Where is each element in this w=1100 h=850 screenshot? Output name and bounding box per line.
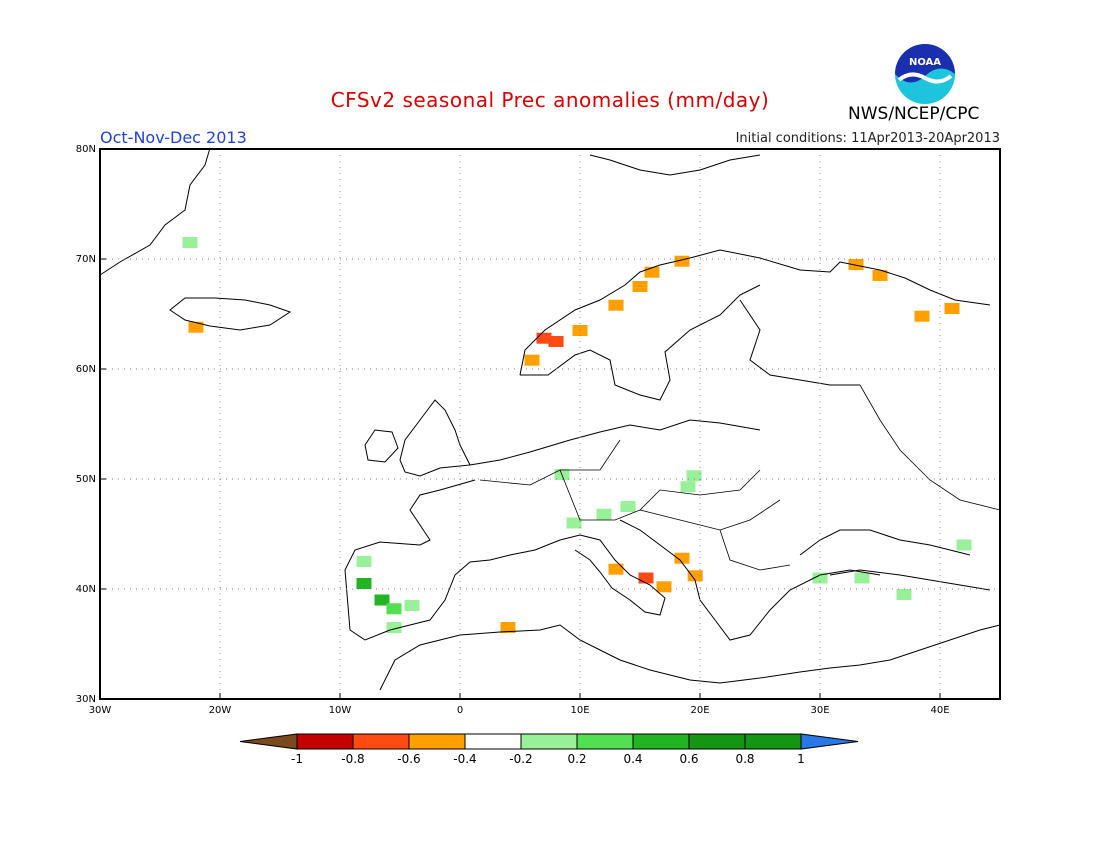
anomaly-cell [674, 255, 690, 267]
iceland-coast [169, 297, 292, 331]
lon-label: 0 [456, 705, 464, 716]
colorbar-label: 0.2 [567, 752, 587, 766]
colorbar [239, 733, 859, 750]
anomaly-cell [404, 600, 420, 611]
anomaly-cell [500, 622, 516, 633]
anomaly-cell [572, 325, 588, 336]
anomaly-cell [687, 570, 703, 582]
anomaly-cell [872, 270, 888, 281]
anomaly-cell [680, 481, 696, 493]
logo-text: NOAA [909, 57, 941, 68]
anomaly-cell [374, 594, 390, 606]
anomaly-cell [914, 310, 930, 322]
anomaly-cell [386, 603, 402, 615]
turkey-coast [829, 569, 991, 591]
anomaly-cell [896, 589, 912, 600]
anomaly-cell [686, 470, 702, 482]
season-label: Oct-Nov-Dec 2013 [100, 128, 247, 147]
balkans-coast [619, 519, 881, 641]
finland-coast [739, 299, 860, 386]
lat-label: 80N [75, 144, 96, 155]
ireland-coast [364, 429, 399, 463]
anomaly-cell [674, 552, 690, 564]
uk-coast [399, 399, 471, 477]
colorbar-right-arrow [800, 733, 859, 750]
anomaly-cell [632, 281, 648, 292]
colorbar-segment [632, 733, 690, 750]
colorbar-segment [576, 733, 634, 750]
colorbar-label: -0.4 [453, 752, 477, 766]
svalbard-coast [589, 154, 761, 176]
axis-ticks [99, 148, 941, 700]
anomaly-cell [356, 556, 372, 567]
lon-label: 10W [328, 705, 352, 716]
colorbar-segment [296, 733, 354, 750]
anomaly-cell [608, 563, 624, 575]
anomaly-cell [620, 501, 636, 512]
lat-label: 70N [75, 254, 96, 265]
italy-coast [559, 534, 666, 616]
lon-label: 30W [88, 705, 112, 716]
anomaly-cell [956, 539, 972, 551]
anomaly-cell [182, 237, 198, 248]
chart-title: CFSv2 seasonal Prec anomalies (mm/day) [330, 88, 770, 112]
lon-label: 20W [208, 705, 232, 716]
anomaly-cell [188, 321, 204, 333]
lat-lon-grid [100, 149, 1000, 699]
colorbar-segment [352, 733, 410, 750]
anomaly-cell [548, 336, 564, 347]
initial-conditions-label: Initial conditions: 11Apr2013-20Apr2013 [735, 131, 1000, 146]
anomaly-cell [944, 303, 960, 314]
colorbar-label: -0.6 [397, 752, 421, 766]
map-frame [99, 148, 1001, 700]
black-sea-coast [799, 529, 971, 556]
coastlines [99, 147, 1001, 691]
agency-label: NWS/NCEP/CPC [848, 104, 980, 124]
anomaly-cell [608, 299, 624, 311]
colorbar-segment [688, 733, 746, 750]
lon-label: 30E [810, 705, 830, 716]
colorbar-segment [744, 733, 802, 750]
anomaly-cell [356, 578, 372, 589]
borders [479, 384, 1001, 571]
anomaly-cell [848, 259, 864, 270]
colorbar-segment [520, 733, 578, 750]
colorbar-segment [464, 733, 522, 750]
anomaly-cell [638, 572, 654, 584]
lat-label: 30N [75, 694, 96, 705]
colorbar-label: 0.4 [623, 752, 643, 766]
north-africa-coast [379, 624, 1001, 691]
greenland-coast [99, 147, 211, 276]
colorbar-label: -0.2 [509, 752, 533, 766]
scandinavia-south [520, 284, 761, 401]
colorbar-label: 0.8 [735, 752, 755, 766]
anomaly-cell [854, 572, 870, 584]
noaa-logo: NOAA [895, 44, 955, 104]
colorbar-left-arrow [239, 733, 298, 750]
anomaly-cell [524, 354, 540, 366]
anomaly-cell [566, 517, 582, 529]
colorbar-label: -0.8 [341, 752, 365, 766]
lat-label: 40N [75, 584, 96, 595]
anomaly-cell [536, 332, 552, 344]
anomaly-cell [812, 572, 828, 584]
colorbar-label: 1 [797, 752, 805, 766]
colorbar-label: 0.6 [679, 752, 699, 766]
anomaly-cells [182, 237, 972, 633]
europe-coast [469, 419, 761, 466]
france-iberia-coast [344, 479, 561, 641]
anomaly-cell [656, 581, 672, 593]
lat-label: 50N [75, 474, 96, 485]
colorbar-segment [408, 733, 466, 750]
lon-label: 10E [570, 705, 590, 716]
colorbar-label: -1 [291, 752, 303, 766]
lon-label: 40E [930, 705, 950, 716]
anomaly-cell [644, 266, 660, 278]
anomaly-cell [386, 622, 402, 633]
lon-label: 20E [690, 705, 710, 716]
anomaly-cell [596, 508, 612, 520]
lat-label: 60N [75, 364, 96, 375]
scandinavia-coast [519, 249, 991, 376]
